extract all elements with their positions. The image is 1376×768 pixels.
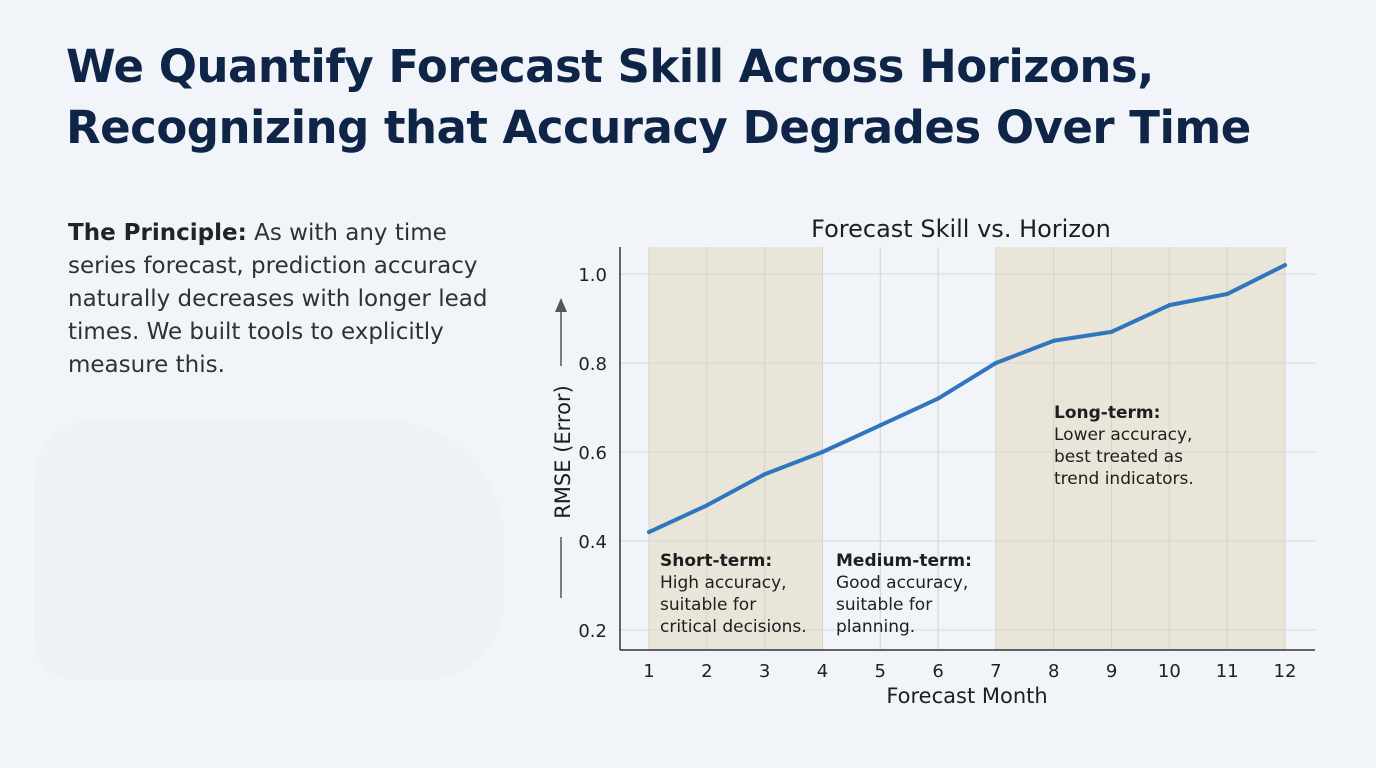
region-description-line: Lower accuracy, xyxy=(1054,425,1192,445)
x-tick-label: 11 xyxy=(1216,661,1239,682)
x-tick-label: 10 xyxy=(1158,661,1181,682)
data-point xyxy=(704,503,709,508)
x-tick-label: 9 xyxy=(1106,661,1117,682)
x-tick-label: 6 xyxy=(932,661,943,682)
y-tick-label: 0.2 xyxy=(578,621,607,642)
horizon-band-1 xyxy=(649,247,823,650)
data-point xyxy=(1225,292,1230,297)
data-point xyxy=(1109,329,1114,334)
x-tick-label: 5 xyxy=(875,661,886,682)
data-point xyxy=(762,472,767,477)
chart-title: Forecast Skill vs. Horizon xyxy=(811,215,1111,243)
x-tick-label: 7 xyxy=(990,661,1001,682)
y-axis-label: RMSE (Error) xyxy=(551,385,575,519)
data-point xyxy=(1051,338,1056,343)
x-tick-label: 3 xyxy=(759,661,770,682)
x-axis-label: Forecast Month xyxy=(886,684,1047,708)
x-tick-label: 4 xyxy=(817,661,828,682)
rmse-series-line xyxy=(647,263,1287,535)
data-point xyxy=(993,361,998,365)
region-description-line: trend indicators. xyxy=(1054,469,1194,489)
page-title-line-1: We Quantify Forecast Skill Across Horizo… xyxy=(66,40,1154,93)
horizon-band-3 xyxy=(995,247,1285,650)
x-tick-label: 2 xyxy=(701,661,712,682)
data-point xyxy=(1283,263,1287,268)
data-point xyxy=(647,530,651,535)
page-title: We Quantify Forecast Skill Across Horizo… xyxy=(66,36,1326,158)
region-description-line: critical decisions. xyxy=(660,617,807,637)
x-tick-label: 8 xyxy=(1048,661,1059,682)
data-point xyxy=(936,396,941,401)
x-tick-label: 1 xyxy=(643,661,654,682)
data-point xyxy=(1167,303,1172,308)
y-tick-label: 0.6 xyxy=(578,443,607,464)
region-title: Short-term: xyxy=(660,551,772,571)
region-description-line: planning. xyxy=(836,617,915,637)
y-tick-label: 1.0 xyxy=(578,265,607,286)
x-tick-label: 12 xyxy=(1274,661,1297,682)
principle-label: The Principle: xyxy=(68,220,247,246)
y-tick-label: 0.8 xyxy=(578,354,607,375)
region-description-line: suitable for xyxy=(660,595,756,615)
region-description-line: suitable for xyxy=(836,595,932,615)
data-point xyxy=(878,423,883,428)
background-smudge xyxy=(34,420,504,680)
page-title-line-2: Recognizing that Accuracy Degrades Over … xyxy=(66,101,1251,154)
principle-text: As with any time series forecast, predic… xyxy=(68,220,488,378)
region-title: Long-term: xyxy=(1054,403,1160,423)
region-description-line: High accuracy, xyxy=(660,573,787,593)
y-tick-label: 0.4 xyxy=(578,532,607,553)
region-title: Medium-term: xyxy=(836,551,972,571)
region-description-line: best treated as xyxy=(1054,447,1183,467)
y-arrow-head-icon xyxy=(555,298,567,312)
region-description-line: Good accuracy, xyxy=(836,573,968,593)
principle-paragraph: The Principle: As with any time series f… xyxy=(68,217,508,382)
data-point xyxy=(820,450,825,454)
